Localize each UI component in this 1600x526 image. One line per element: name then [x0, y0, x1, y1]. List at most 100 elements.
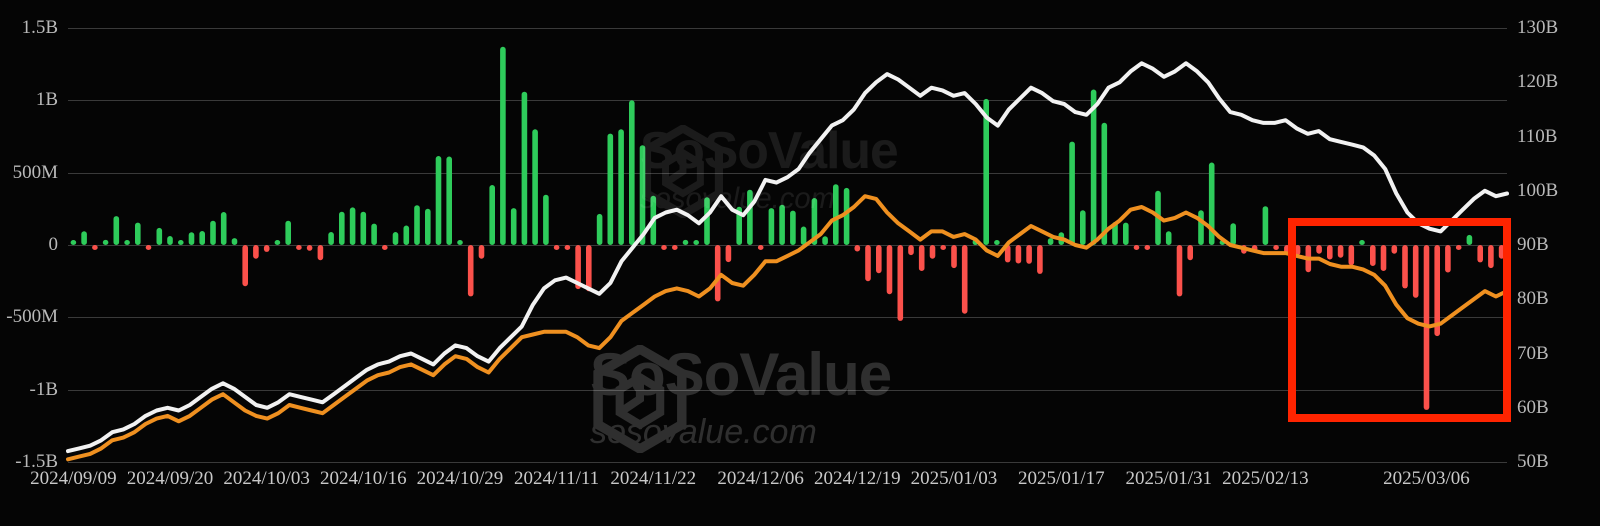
bar: [521, 91, 528, 245]
bar: [854, 245, 861, 252]
y-axis-right-tick: 110B: [1517, 125, 1558, 147]
bar: [1316, 245, 1322, 254]
bar: [1327, 245, 1333, 260]
bar: [478, 245, 485, 259]
x-axis-tick: 2025/03/06: [1383, 468, 1470, 489]
bar: [1337, 245, 1344, 258]
y-axis-right-tick: 80B: [1517, 288, 1549, 310]
bar: [349, 207, 356, 245]
bar: [317, 245, 324, 261]
bar: [682, 239, 689, 245]
bar: [360, 211, 367, 245]
bar: [940, 245, 946, 250]
bar: [843, 187, 850, 245]
bar: [371, 223, 377, 245]
y-axis-left-tick: -1B: [29, 378, 59, 400]
y-axis-left-tick: 1B: [35, 89, 58, 111]
bar: [220, 212, 227, 245]
y-axis-right-tick: 100B: [1517, 179, 1559, 201]
y-axis-right-tick: 120B: [1517, 71, 1559, 93]
bar: [1412, 245, 1419, 298]
bar: [779, 204, 785, 245]
bar: [1101, 122, 1108, 245]
bar: [188, 232, 195, 245]
bar: [199, 231, 205, 245]
bar: [1466, 234, 1473, 245]
x-axis-tick: 2024/11/22: [610, 468, 697, 489]
bar: [1176, 245, 1183, 297]
bar: [457, 240, 463, 245]
bar: [306, 245, 313, 251]
bar: [1208, 162, 1215, 245]
bar: [790, 210, 796, 245]
bar: [435, 156, 442, 245]
bar: [403, 225, 410, 245]
bar: [1445, 245, 1451, 273]
bar: [1198, 210, 1204, 245]
bar: [822, 236, 828, 245]
bar: [983, 98, 989, 246]
bar: [1359, 240, 1365, 245]
bar: [833, 184, 839, 245]
bar: [242, 245, 248, 287]
bar: [446, 156, 452, 245]
bar: [661, 245, 667, 250]
bar: [500, 46, 506, 245]
bar: [757, 245, 764, 250]
x-axis-tick: 2024/09/20: [126, 468, 214, 489]
bar: [296, 245, 302, 250]
bar: [639, 145, 646, 245]
bar: [328, 232, 334, 245]
bar: [768, 208, 775, 245]
bar: [285, 220, 291, 245]
bar: [167, 236, 173, 245]
bar: [596, 213, 603, 245]
bar: [1230, 223, 1236, 245]
bar: [908, 245, 914, 256]
highlight-box: [1288, 218, 1511, 422]
bar: [1402, 245, 1408, 289]
y-axis-right-tick: 50B: [1517, 451, 1549, 472]
bar: [1112, 221, 1118, 245]
bar: [618, 129, 624, 245]
bar: [382, 245, 388, 250]
bar: [714, 245, 721, 302]
bar: [1047, 238, 1054, 245]
bar: [1434, 245, 1440, 337]
bar: [392, 232, 399, 245]
bar: [156, 227, 163, 245]
bar: [575, 245, 581, 290]
x-axis-tick: 2024/12/19: [814, 468, 901, 489]
y-axis-right-tick: 90B: [1517, 234, 1549, 255]
x-axis-tick: 2024/11/11: [514, 468, 600, 489]
bar: [543, 194, 549, 245]
bar: [865, 245, 871, 282]
bar: [693, 240, 699, 245]
bar: [886, 245, 893, 295]
bar: [1123, 222, 1129, 245]
bar: [70, 240, 77, 245]
bar: [1455, 245, 1462, 250]
y-axis-left-tick: 0: [48, 234, 59, 255]
bar: [994, 240, 1000, 245]
bar: [1262, 206, 1269, 245]
bar: [253, 245, 259, 259]
bar: [414, 205, 420, 245]
x-axis-tick: 2024/12/06: [717, 468, 804, 489]
bar: [1477, 245, 1483, 263]
bar: [586, 245, 592, 292]
bar: [425, 208, 431, 245]
bar: [800, 226, 807, 245]
bar: [1015, 245, 1022, 264]
x-axis-tick: 2024/10/29: [416, 468, 504, 489]
bar: [102, 239, 109, 245]
y-axis-right-tick: 60B: [1517, 396, 1549, 418]
bar: [672, 245, 678, 250]
x-axis-tick: 2025/01/31: [1125, 468, 1212, 489]
bar: [145, 245, 152, 250]
y-axis-right-tick: 70B: [1517, 342, 1549, 364]
bar: [1037, 245, 1043, 274]
bar: [178, 240, 184, 245]
